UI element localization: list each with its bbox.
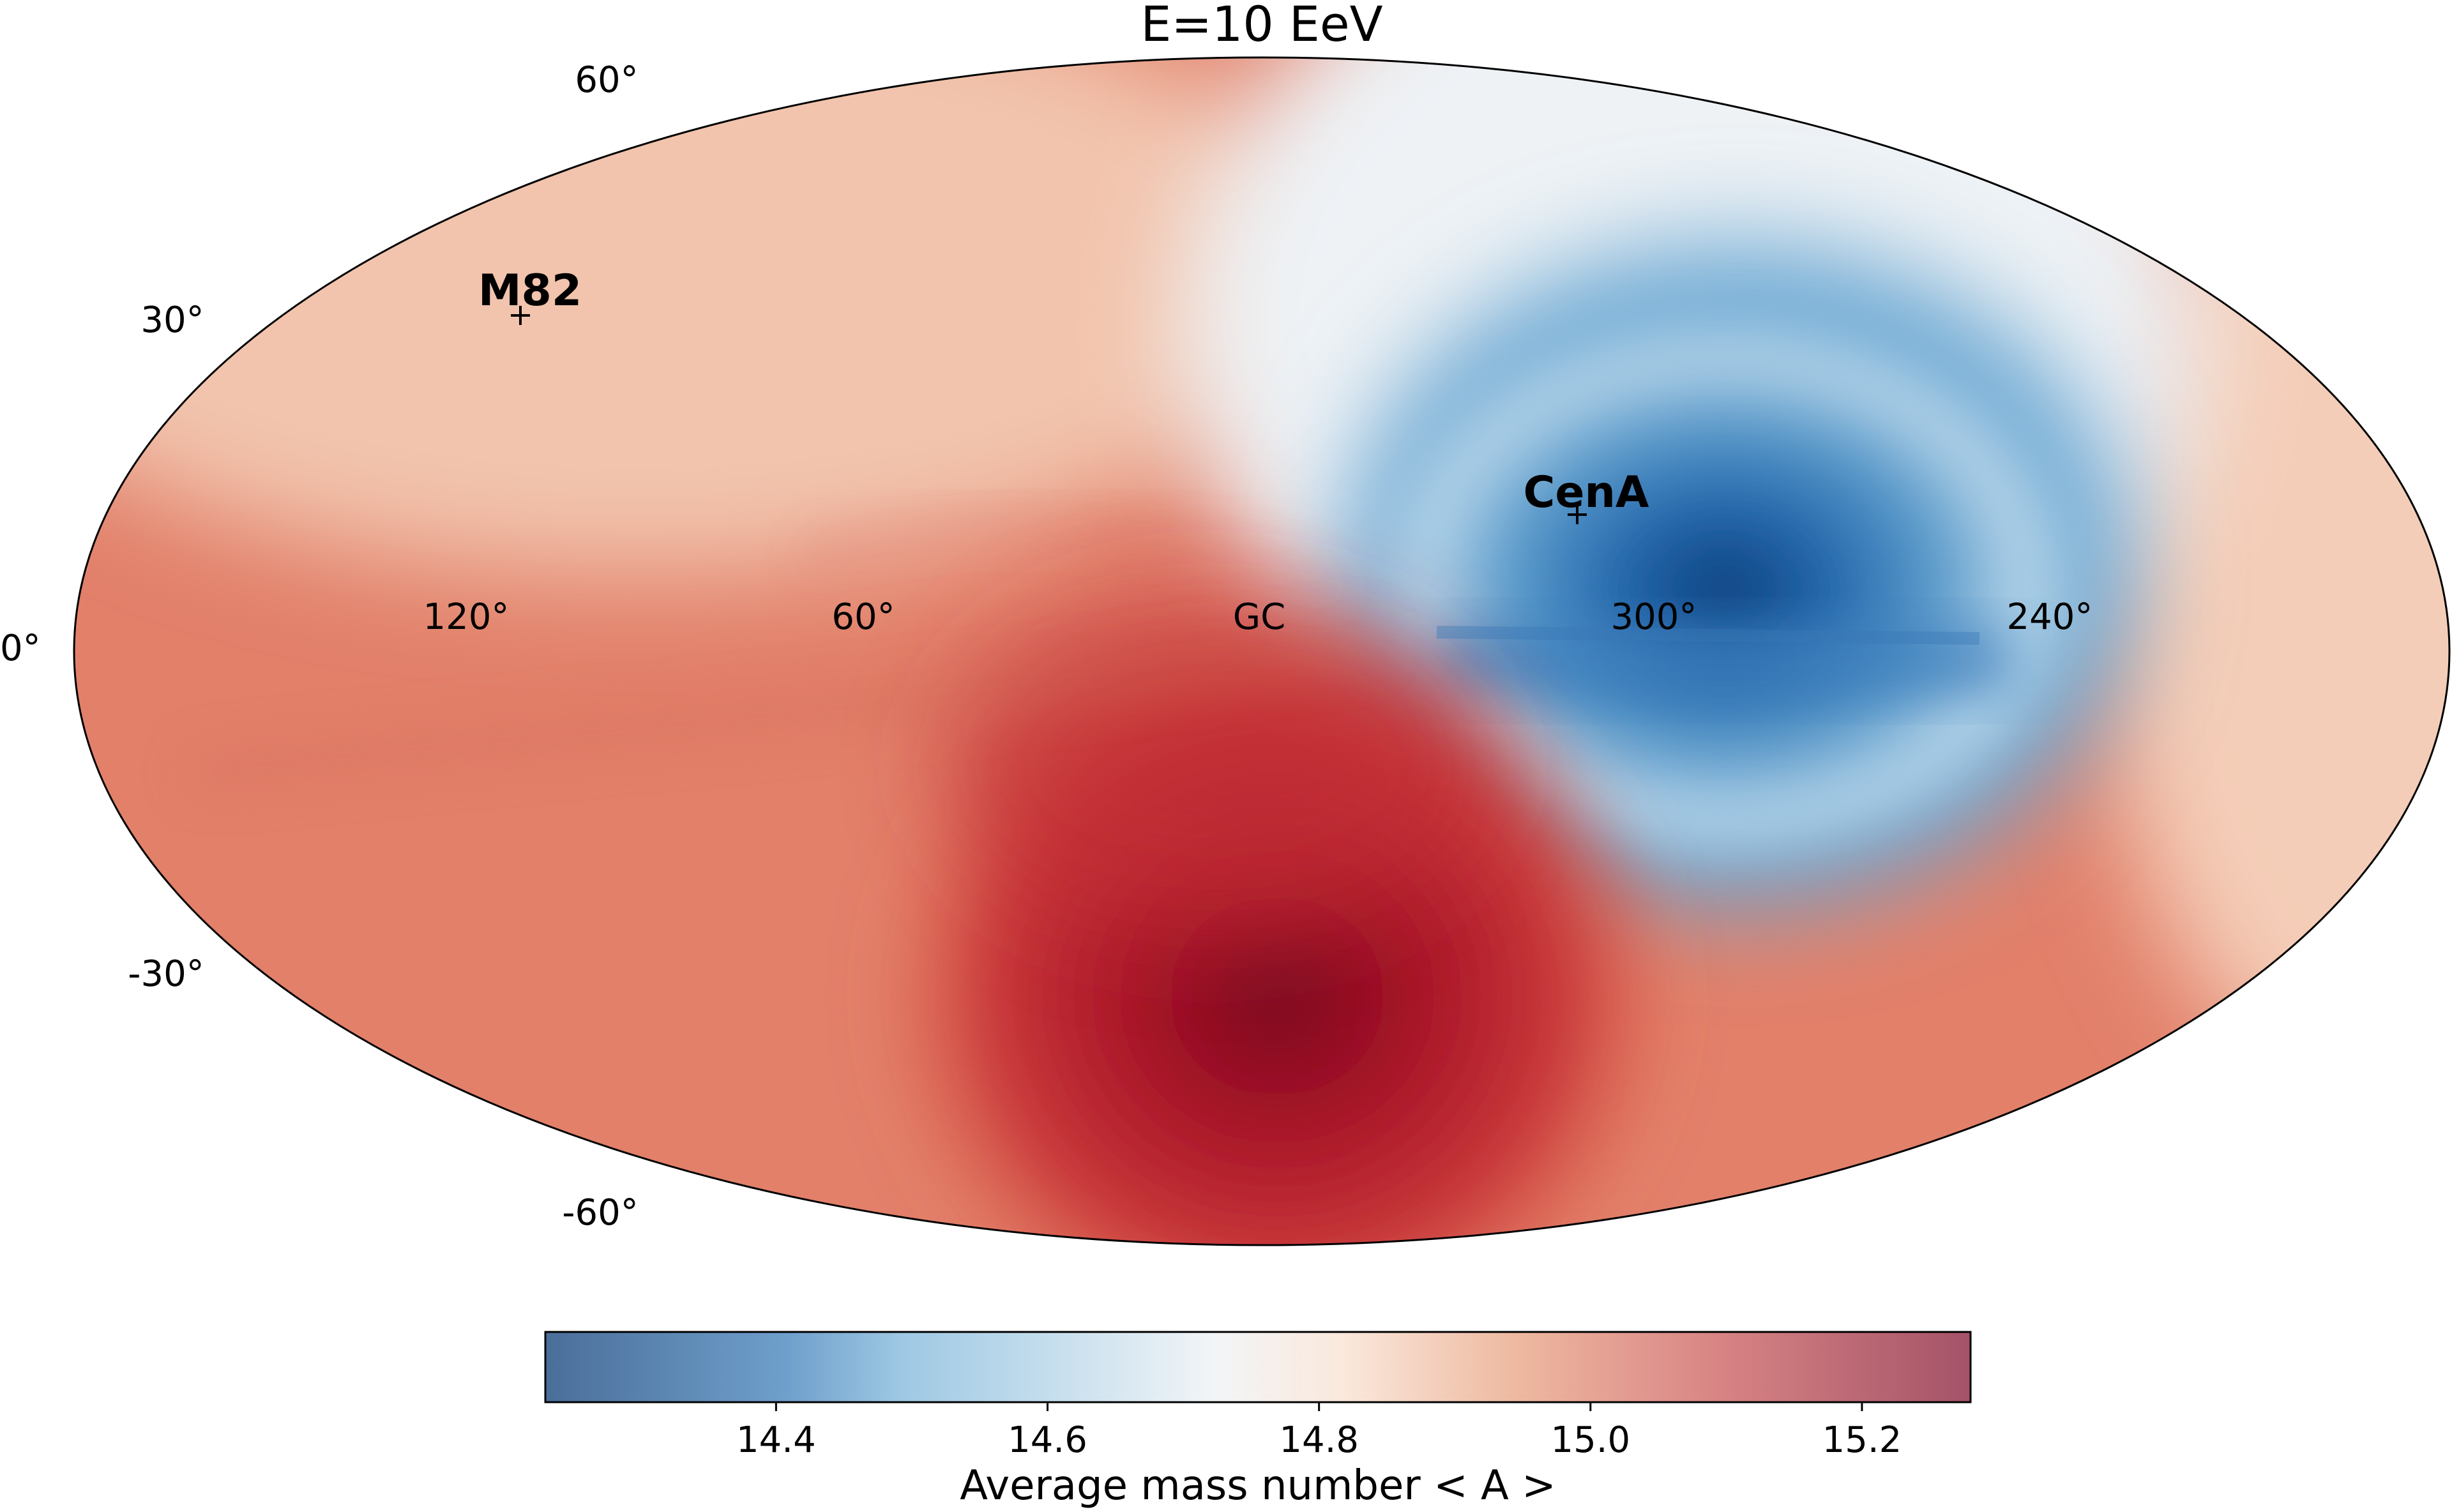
colorbar-label: Average mass number < A > <box>960 1462 1556 1509</box>
lat-tick-0: 0° <box>0 628 41 669</box>
lon-tick-60: 60° <box>831 596 895 638</box>
source-marker-cena <box>1568 505 1587 524</box>
colorbar-tick-label-0: 14.4 <box>736 1419 816 1461</box>
colorbar-gradient <box>545 1332 1971 1402</box>
colorbar-frame <box>544 1331 1972 1403</box>
source-label-cena: CenA <box>1523 467 1649 518</box>
lat-tick-60: 60° <box>575 59 638 101</box>
lon-tick-240: 240° <box>2007 596 2093 638</box>
colorbar-tick-label-3: 15.0 <box>1550 1419 1630 1461</box>
lat-tick-minus60: -60° <box>562 1192 638 1234</box>
colorbar: 14.4 14.6 14.8 15.0 15.2 Average mass number… <box>544 1331 1972 1509</box>
colorbar-tick-label-1: 14.6 <box>1008 1419 1087 1461</box>
source-label-m82: M82 <box>478 266 582 316</box>
colorbar-tick-label-2: 14.8 <box>1279 1419 1359 1461</box>
chart-title: E=10 EeV <box>1140 0 1382 52</box>
colorbar-tick-label-4: 15.2 <box>1822 1419 1902 1461</box>
lat-tick-30: 30° <box>140 299 204 341</box>
source-cena: CenA <box>1523 467 1649 524</box>
lon-tick-gc: GC <box>1233 596 1286 638</box>
map-outline <box>73 56 2451 1246</box>
lon-tick-300: 300° <box>1611 596 1697 638</box>
skymap-heatmap <box>74 57 2449 1245</box>
lon-tick-120: 120° <box>423 596 510 638</box>
lat-tick-minus30: -30° <box>128 953 204 995</box>
source-m82: M82 <box>478 266 582 325</box>
source-marker-m82 <box>511 306 530 325</box>
